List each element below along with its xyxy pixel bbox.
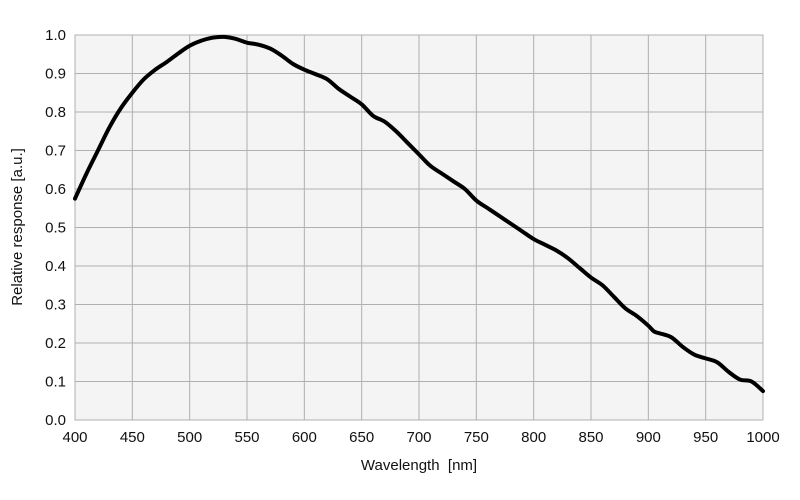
x-tick-label: 600 xyxy=(292,429,317,446)
x-tick-label: 400 xyxy=(62,429,87,446)
x-tick-label: 950 xyxy=(693,429,718,446)
x-tick-label: 750 xyxy=(464,429,489,446)
x-tick-label: 650 xyxy=(349,429,374,446)
x-tick-label: 800 xyxy=(521,429,546,446)
y-tick-label: 0.8 xyxy=(45,104,66,121)
x-tick-label: 850 xyxy=(578,429,603,446)
y-tick-label: 0.1 xyxy=(45,374,66,391)
y-tick-label: 1.0 xyxy=(45,27,66,44)
x-tick-label: 500 xyxy=(177,429,202,446)
x-tick-label: 900 xyxy=(636,429,661,446)
x-tick-label: 700 xyxy=(406,429,431,446)
y-tick-label: 0.2 xyxy=(45,335,66,352)
y-tick-label: 0.6 xyxy=(45,181,66,198)
y-tick-label: 0.5 xyxy=(45,220,66,237)
x-axis-label: Wavelength [nm] xyxy=(361,457,477,474)
y-tick-label: 0.4 xyxy=(45,258,66,275)
y-axis-label: Relative response [a.u.] xyxy=(9,148,26,306)
y-tick-label: 0.3 xyxy=(45,297,66,314)
x-tick-label: 450 xyxy=(120,429,145,446)
x-tick-label: 1000 xyxy=(746,429,779,446)
tick-labels: 400 450 500 550 600 650 700 750 800 850 900 950 1000… xyxy=(45,27,780,446)
y-tick-label: 0.0 xyxy=(45,412,66,429)
x-tick-label: 550 xyxy=(234,429,259,446)
grid-lines xyxy=(75,35,763,420)
response-curve xyxy=(73,34,765,394)
series-layer xyxy=(73,34,765,394)
y-tick-label: 0.9 xyxy=(45,66,66,83)
y-tick-label: 0.7 xyxy=(45,143,66,160)
